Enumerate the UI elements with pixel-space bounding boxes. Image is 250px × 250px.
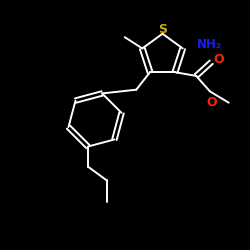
Text: NH₂: NH₂	[196, 38, 222, 51]
Text: S: S	[158, 23, 167, 36]
Text: O: O	[213, 53, 224, 66]
Text: O: O	[206, 96, 216, 109]
